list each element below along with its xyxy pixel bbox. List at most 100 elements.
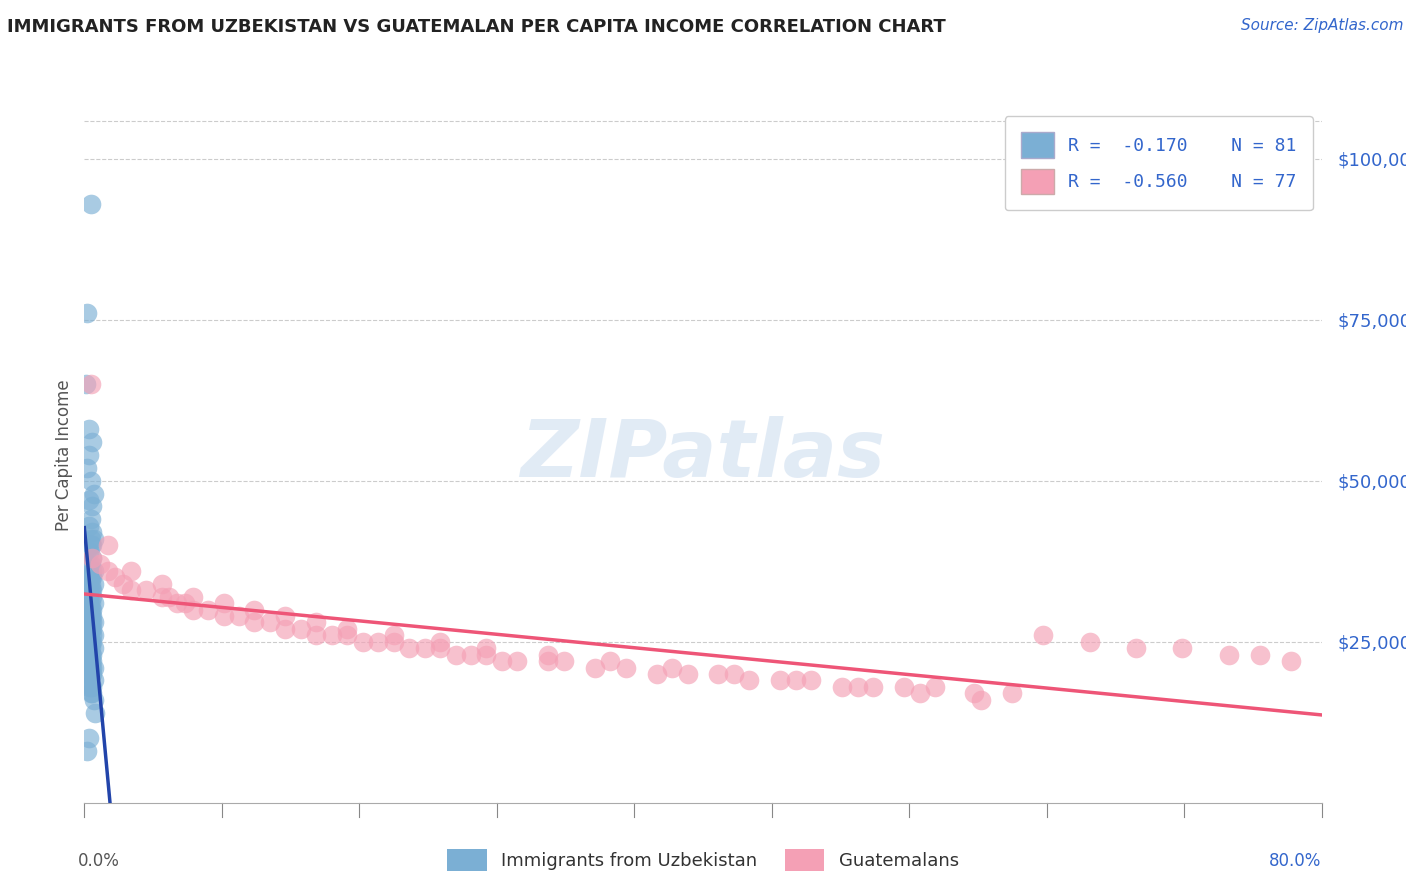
- Point: [599, 654, 621, 668]
- Text: ZIPatlas: ZIPatlas: [520, 416, 886, 494]
- Point: [290, 622, 312, 636]
- Point: [82, 634, 104, 648]
- Point: [77, 648, 100, 662]
- Point: [79, 538, 101, 552]
- Point: [77, 544, 100, 558]
- Point: [274, 609, 297, 624]
- Point: [429, 634, 451, 648]
- Point: [614, 660, 637, 674]
- Point: [82, 435, 104, 450]
- Point: [537, 654, 560, 668]
- Point: [82, 615, 104, 630]
- Text: 0.0%: 0.0%: [79, 852, 120, 870]
- Point: [77, 654, 100, 668]
- Point: [553, 654, 575, 668]
- Point: [82, 654, 104, 668]
- Point: [367, 634, 389, 648]
- Point: [444, 648, 467, 662]
- Point: [382, 628, 405, 642]
- Point: [77, 641, 100, 656]
- Point: [676, 667, 699, 681]
- Point: [79, 377, 101, 392]
- Point: [83, 673, 105, 688]
- Point: [723, 667, 745, 681]
- Point: [475, 641, 498, 656]
- Legend: Immigrants from Uzbekistan, Guatemalans: Immigrants from Uzbekistan, Guatemalans: [440, 842, 966, 879]
- Point: [862, 680, 884, 694]
- Point: [77, 634, 100, 648]
- Point: [159, 590, 181, 604]
- Point: [181, 602, 204, 616]
- Point: [1218, 648, 1240, 662]
- Point: [1032, 628, 1054, 642]
- Point: [77, 596, 100, 610]
- Point: [785, 673, 807, 688]
- Point: [769, 673, 792, 688]
- Point: [491, 654, 513, 668]
- Point: [79, 615, 101, 630]
- Point: [83, 486, 105, 500]
- Text: Source: ZipAtlas.com: Source: ZipAtlas.com: [1240, 18, 1403, 33]
- Point: [831, 680, 853, 694]
- Point: [79, 648, 101, 662]
- Point: [336, 622, 359, 636]
- Point: [908, 686, 931, 700]
- Point: [228, 609, 250, 624]
- Point: [76, 460, 98, 475]
- Point: [661, 660, 683, 674]
- Point: [77, 570, 100, 584]
- Point: [120, 583, 142, 598]
- Point: [79, 558, 101, 572]
- Point: [79, 622, 101, 636]
- Point: [84, 706, 107, 720]
- Point: [1078, 634, 1101, 648]
- Point: [79, 532, 101, 546]
- Point: [77, 558, 100, 572]
- Point: [398, 641, 420, 656]
- Point: [79, 686, 101, 700]
- Point: [243, 602, 266, 616]
- Point: [1249, 648, 1271, 662]
- Point: [321, 628, 343, 642]
- Point: [77, 518, 100, 533]
- Legend: R =  -0.170    N = 81, R =  -0.560    N = 77: R = -0.170 N = 81, R = -0.560 N = 77: [1005, 116, 1313, 211]
- Point: [82, 680, 104, 694]
- Point: [79, 570, 101, 584]
- Point: [413, 641, 436, 656]
- Point: [77, 493, 100, 508]
- Point: [77, 602, 100, 616]
- Point: [259, 615, 281, 630]
- Point: [79, 634, 101, 648]
- Point: [460, 648, 482, 662]
- Point: [82, 590, 104, 604]
- Point: [83, 628, 105, 642]
- Point: [83, 596, 105, 610]
- Point: [79, 609, 101, 624]
- Point: [77, 590, 100, 604]
- Point: [1001, 686, 1024, 700]
- Point: [79, 196, 101, 211]
- Point: [181, 590, 204, 604]
- Text: 80.0%: 80.0%: [1270, 852, 1322, 870]
- Point: [97, 538, 120, 552]
- Point: [82, 602, 104, 616]
- Point: [506, 654, 529, 668]
- Point: [429, 641, 451, 656]
- Point: [82, 609, 104, 624]
- Point: [83, 532, 105, 546]
- Point: [243, 615, 266, 630]
- Point: [79, 667, 101, 681]
- Point: [645, 667, 668, 681]
- Point: [963, 686, 986, 700]
- Point: [77, 731, 100, 746]
- Point: [79, 576, 101, 591]
- Point: [82, 583, 104, 598]
- Point: [75, 377, 97, 392]
- Point: [79, 474, 101, 488]
- Point: [77, 667, 100, 681]
- Point: [1279, 654, 1302, 668]
- Point: [738, 673, 761, 688]
- Point: [82, 500, 104, 514]
- Point: [76, 306, 98, 320]
- Point: [77, 448, 100, 462]
